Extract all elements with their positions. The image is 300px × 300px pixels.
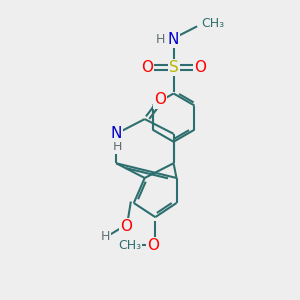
Text: H: H: [101, 230, 110, 243]
Text: CH₃: CH₃: [202, 17, 225, 30]
Text: N: N: [110, 126, 122, 141]
Text: H: H: [113, 140, 122, 153]
Text: O: O: [154, 92, 166, 107]
Text: O: O: [141, 60, 153, 75]
Text: S: S: [169, 60, 178, 75]
Text: O: O: [147, 238, 159, 253]
Text: O: O: [194, 60, 206, 75]
Text: O: O: [120, 219, 132, 234]
Text: CH₃: CH₃: [119, 238, 142, 252]
Text: H: H: [156, 33, 165, 46]
Text: N: N: [168, 32, 179, 47]
